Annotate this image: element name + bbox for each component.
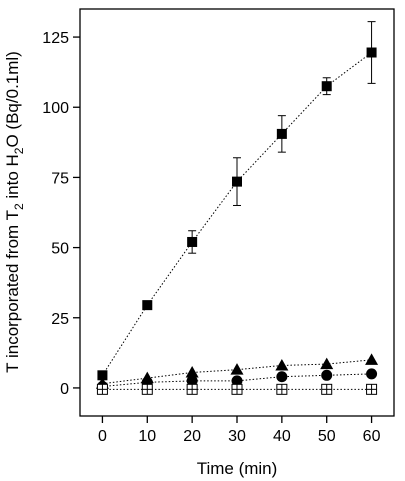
ticks: 0 10 20 30 40 50 60 0 25 50 75 100 125 bbox=[42, 30, 380, 445]
marker-open-square-cross bbox=[276, 383, 288, 395]
marker-open-square-cross bbox=[141, 383, 153, 395]
x-tick-label: 40 bbox=[273, 428, 291, 445]
x-axis-label: Time (min) bbox=[197, 459, 278, 478]
marker-filled-circle bbox=[321, 369, 333, 381]
series-line bbox=[102, 52, 372, 376]
marker-filled-square bbox=[142, 300, 153, 311]
marker-filled-square bbox=[321, 81, 332, 92]
x-tick-label: 30 bbox=[228, 428, 246, 445]
marker-filled-square bbox=[187, 236, 198, 247]
marker-filled-circle bbox=[366, 368, 378, 380]
markers bbox=[95, 47, 379, 395]
marker-filled-triangle bbox=[275, 358, 289, 371]
y-axis-label-sub2: 2 bbox=[12, 147, 26, 154]
marker-filled-square bbox=[366, 47, 377, 58]
marker-filled-triangle bbox=[365, 353, 379, 365]
marker-open-square-cross bbox=[186, 383, 198, 395]
y-tick-label: 100 bbox=[42, 100, 69, 117]
marker-open-square-cross bbox=[366, 383, 378, 395]
x-tick-label: 0 bbox=[98, 428, 107, 445]
y-axis-label: T incorporated from T2 into H2O (Bq/0.1m… bbox=[3, 51, 26, 373]
y-axis-label-part2: into H bbox=[3, 154, 22, 203]
x-tick-label: 10 bbox=[138, 428, 156, 445]
x-tick-label: 60 bbox=[363, 428, 381, 445]
series-lines bbox=[102, 52, 372, 390]
y-tick-label: 125 bbox=[42, 30, 69, 47]
marker-open-square-cross bbox=[96, 383, 108, 395]
marker-filled-circle bbox=[231, 375, 243, 387]
y-tick-label: 75 bbox=[51, 170, 69, 187]
y-tick-label: 0 bbox=[60, 381, 69, 398]
marker-open-square-cross bbox=[231, 383, 243, 395]
marker-filled-triangle bbox=[320, 357, 334, 370]
plot-frame bbox=[79, 8, 395, 417]
x-tick-label: 20 bbox=[183, 428, 201, 445]
y-tick-label: 25 bbox=[51, 311, 69, 328]
y-axis-label-sub1: 2 bbox=[12, 203, 26, 210]
marker-filled-triangle bbox=[230, 363, 244, 375]
marker-filled-square bbox=[97, 370, 108, 381]
marker-filled-triangle bbox=[185, 365, 199, 378]
y-axis-label-part3: O (Bq/0.1ml) bbox=[3, 51, 22, 147]
x-tick-label: 50 bbox=[318, 428, 336, 445]
marker-filled-square bbox=[276, 128, 287, 139]
y-tick-label: 50 bbox=[51, 241, 69, 258]
marker-open-square-cross bbox=[321, 383, 333, 395]
y-axis-label-part1: T incorporated from T bbox=[3, 210, 22, 373]
marker-filled-square bbox=[232, 176, 242, 187]
marker-filled-circle bbox=[276, 371, 288, 383]
marker-filled-circle bbox=[186, 375, 198, 387]
